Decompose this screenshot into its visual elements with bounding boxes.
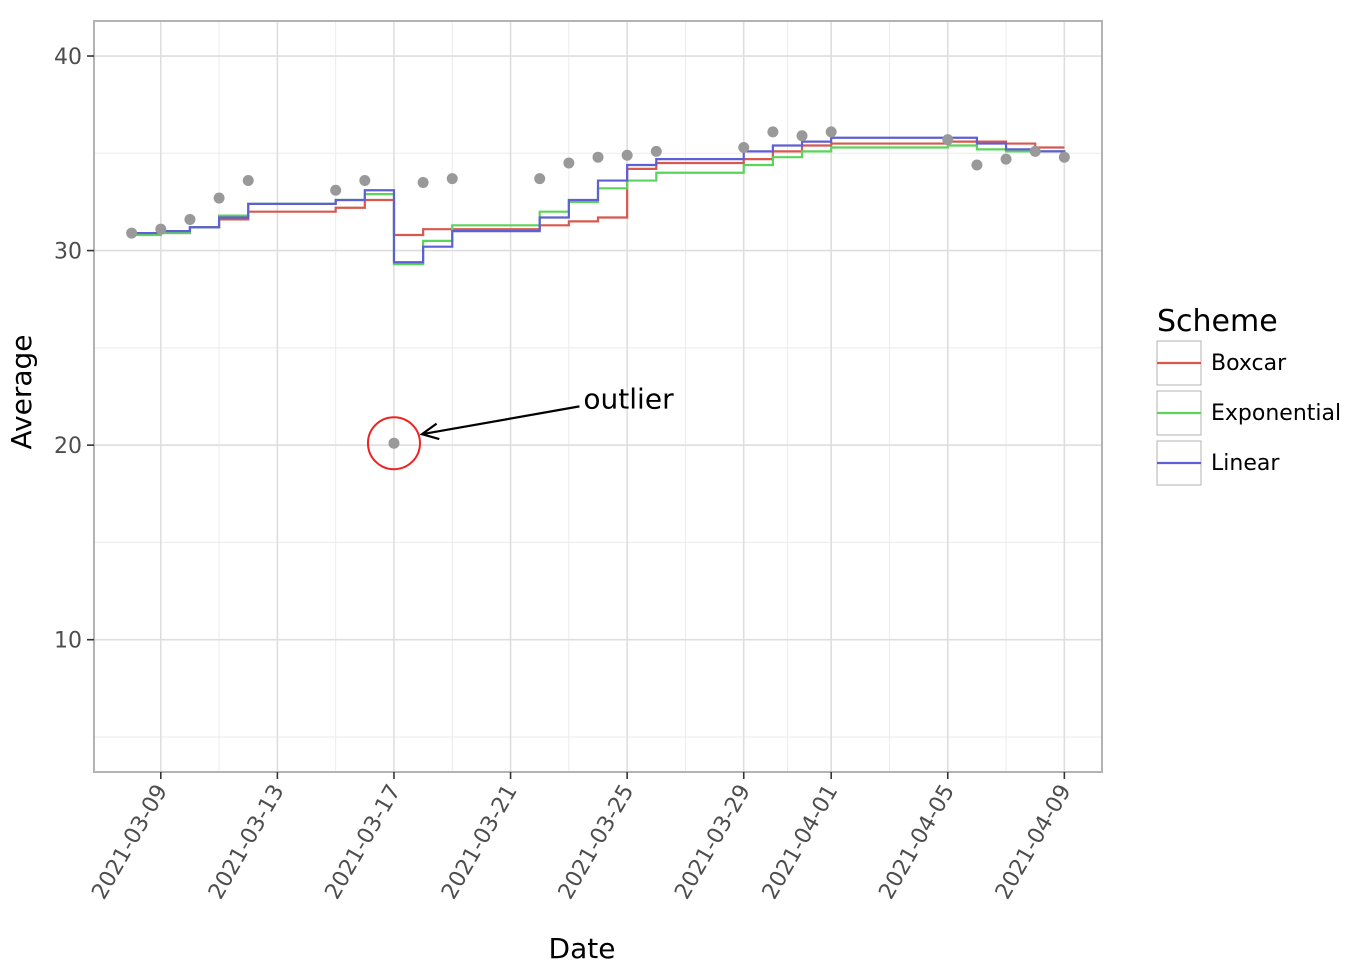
- x-tick-label: 2021-04-01: [758, 781, 844, 904]
- x-tick-label: 2021-04-05: [874, 781, 960, 904]
- y-tick-label: 10: [54, 629, 82, 654]
- annotation: outlier: [366, 382, 674, 471]
- data-point: [242, 175, 254, 187]
- data-point: [563, 157, 575, 169]
- x-tick-label: 2021-04-09: [991, 781, 1077, 904]
- data-point: [1058, 151, 1070, 163]
- plot-panel: [94, 21, 1102, 772]
- data-point: [446, 173, 458, 185]
- data-point: [738, 141, 750, 153]
- legend-label: Exponential: [1211, 401, 1341, 426]
- data-point: [155, 223, 167, 235]
- outlier-arrow: [421, 405, 580, 436]
- x-tick-label: 2021-03-09: [87, 781, 173, 904]
- x-axis-title: Date: [549, 932, 616, 965]
- plot-border: [93, 20, 1103, 773]
- x-axis: 2021-03-09 2021-03-13 2021-03-17 2021-03-21…: [87, 772, 1077, 904]
- legend-item-boxcar: Boxcar: [1156, 340, 1287, 386]
- x-tick-label: 2021-03-13: [204, 781, 290, 904]
- data-point: [388, 437, 400, 449]
- legend-label: Boxcar: [1211, 351, 1287, 376]
- legend-item-linear: Linear: [1156, 440, 1280, 486]
- data-point: [213, 192, 225, 204]
- data-point: [184, 213, 196, 225]
- outlier-arrowhead: [419, 422, 440, 441]
- data-point: [592, 151, 604, 163]
- y-tick-label: 30: [54, 240, 82, 265]
- x-tick-label: 2021-03-17: [321, 781, 407, 904]
- data-point: [650, 145, 662, 157]
- x-tick-label: 2021-03-29: [670, 781, 756, 904]
- data-point: [126, 227, 138, 239]
- data-point: [621, 149, 633, 161]
- y-axis: 10 20 30 40: [54, 45, 94, 654]
- y-axis-title: Average: [5, 335, 38, 450]
- legend-title: Scheme: [1157, 304, 1278, 339]
- data-point: [942, 134, 954, 146]
- outlier-circle: [366, 416, 421, 471]
- data-point: [825, 126, 837, 138]
- data-point: [796, 130, 808, 142]
- data-point: [767, 126, 779, 138]
- data-point: [1029, 145, 1041, 157]
- legend-item-exponential: Exponential: [1156, 390, 1341, 436]
- data-point: [417, 176, 429, 188]
- series-line-linear: [131, 136, 1066, 264]
- x-tick-label: 2021-03-21: [437, 781, 523, 904]
- data-points: [126, 126, 1070, 449]
- data-point: [534, 173, 546, 185]
- data-point: [330, 184, 342, 196]
- y-tick-label: 40: [54, 45, 82, 70]
- legend: Scheme Boxcar Exponential Linear: [1156, 304, 1341, 486]
- x-tick-label: 2021-03-25: [554, 781, 640, 904]
- y-tick-label: 20: [54, 434, 82, 459]
- data-point: [971, 159, 983, 171]
- outlier-label: outlier: [583, 382, 674, 415]
- data-point: [359, 175, 371, 187]
- legend-label: Linear: [1211, 451, 1280, 476]
- data-point: [1000, 153, 1012, 165]
